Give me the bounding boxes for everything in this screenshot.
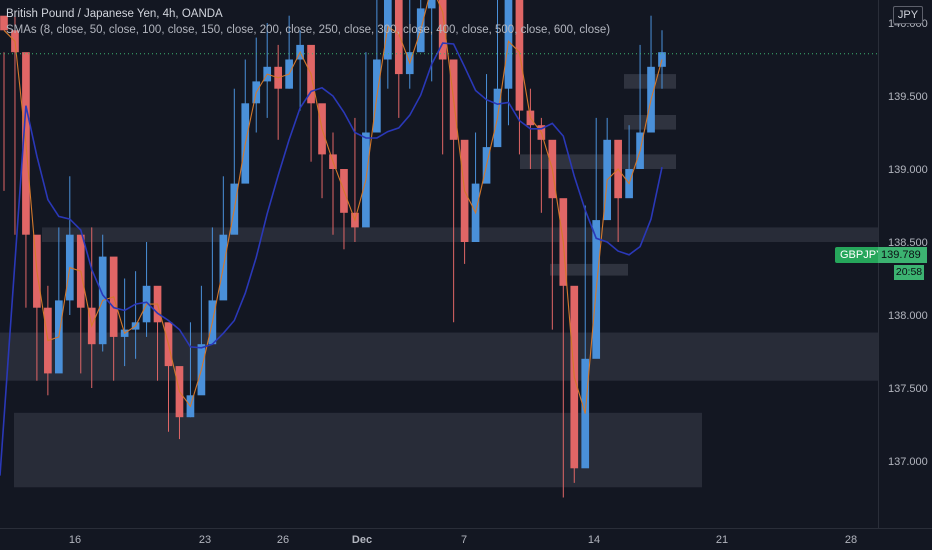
supply-demand-zone bbox=[14, 412, 702, 488]
price-tick-label: 137.500 bbox=[888, 383, 928, 395]
indicator-legend[interactable]: SMAs (8, close, 50, close, 100, close, 1… bbox=[6, 24, 611, 36]
supply-demand-zone bbox=[550, 263, 628, 276]
time-tick-label: 23 bbox=[199, 534, 211, 546]
candle-body bbox=[438, 0, 447, 60]
supply-demand-zone bbox=[0, 332, 878, 381]
supply-demand-zone bbox=[42, 227, 878, 242]
price-axis[interactable]: 137.000 137.500 138.000 138.500 139.000 139.5… bbox=[888, 18, 928, 468]
candle-body bbox=[0, 15, 8, 31]
time-tick-label: 21 bbox=[716, 534, 728, 546]
chart-title: British Pound / Japanese Yen, 4h, OANDA bbox=[6, 8, 223, 20]
time-tick-label: 14 bbox=[588, 534, 600, 546]
supply-demand-zone bbox=[520, 154, 676, 169]
time-tick-label: 16 bbox=[69, 534, 81, 546]
candle-body bbox=[394, 0, 403, 75]
symbol-price-tag: GBPJPY bbox=[835, 247, 889, 263]
time-tick-label: Dec bbox=[352, 534, 372, 546]
price-tick-label: 138.500 bbox=[888, 237, 928, 249]
price-tick-label: 137.000 bbox=[888, 456, 928, 468]
price-tick-label: 139.500 bbox=[888, 91, 928, 103]
time-tick-label: 28 bbox=[845, 534, 857, 546]
bar-countdown-tag: 20:58 bbox=[894, 265, 924, 280]
sma-fast-line bbox=[3, 0, 663, 414]
currency-button[interactable]: JPY bbox=[893, 6, 923, 24]
price-tick-label: 138.000 bbox=[888, 310, 928, 322]
sma-slow-line bbox=[0, 42, 663, 476]
price-tick-label: 139.000 bbox=[888, 164, 928, 176]
time-tick-label: 26 bbox=[277, 534, 289, 546]
time-tick-label: 7 bbox=[461, 534, 467, 546]
sma-layer bbox=[0, 0, 663, 476]
time-axis[interactable]: 16 23 26 Dec 7 14 21 28 bbox=[69, 534, 857, 546]
candle-body bbox=[427, 0, 436, 9]
last-price-tag: 139.789 bbox=[878, 247, 927, 263]
